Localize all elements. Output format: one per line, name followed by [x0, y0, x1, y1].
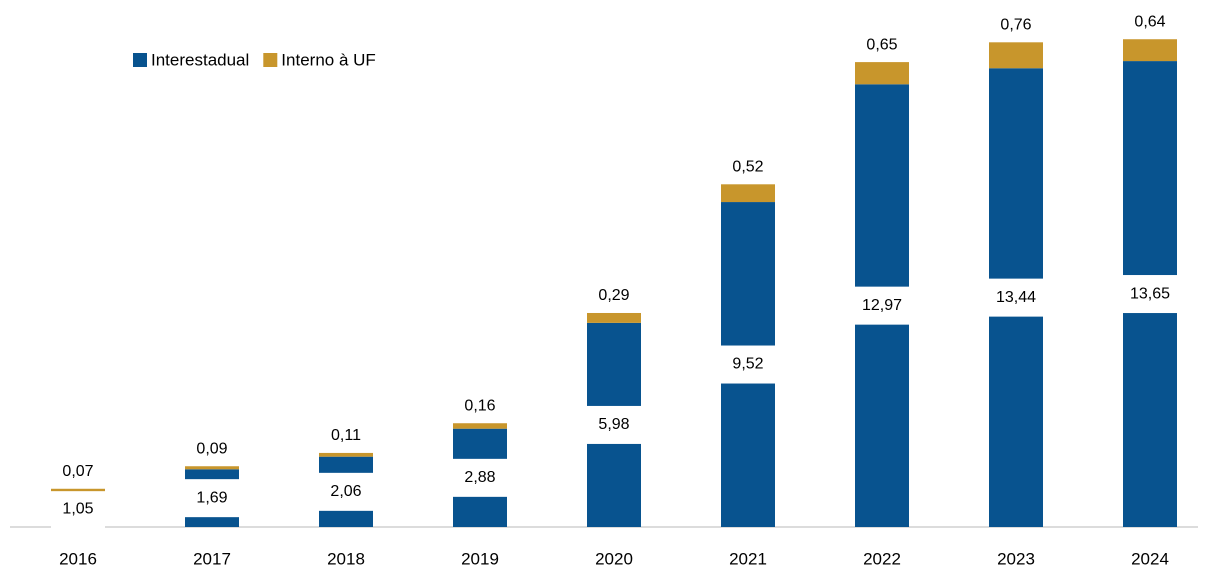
bar-segment: [185, 466, 239, 470]
legend-swatch: [133, 53, 147, 67]
data-label: 0,16: [464, 397, 495, 414]
x-tick-label: 2019: [461, 549, 499, 568]
data-label: 0,07: [62, 463, 93, 480]
bar-segment: [721, 184, 775, 203]
data-label: 0,09: [196, 440, 227, 457]
data-label-box: [1123, 275, 1177, 314]
bar-segment: [1123, 39, 1177, 62]
data-label-box: [453, 458, 507, 497]
x-tick-label: 2021: [729, 549, 767, 568]
data-label: 12,97: [862, 297, 902, 314]
bar-segment: [587, 312, 641, 323]
data-label-box: [855, 286, 909, 325]
data-label: 0,52: [732, 159, 763, 176]
data-label: 1,05: [62, 500, 93, 517]
data-label-box: [989, 278, 1043, 317]
data-label: 9,52: [732, 356, 763, 373]
bar-segment: [855, 62, 909, 85]
data-label: 0,11: [331, 427, 361, 444]
data-label: 0,65: [866, 36, 897, 53]
data-label-box: [721, 345, 775, 384]
x-tick-label: 2022: [863, 549, 901, 568]
data-label: 2,06: [330, 483, 361, 500]
bar-segment: [453, 423, 507, 429]
x-tick-label: 2024: [1131, 549, 1169, 568]
bar-segment: [319, 452, 373, 457]
legend-label: Interno à UF: [281, 50, 376, 69]
data-label-box: [51, 490, 105, 529]
data-label: 13,65: [1130, 285, 1170, 302]
x-tick-label: 2017: [193, 549, 231, 568]
legend-label: Interestadual: [151, 50, 249, 69]
bar-segment: [989, 42, 1043, 69]
legend-swatch: [263, 53, 278, 67]
data-label: 5,98: [598, 416, 629, 433]
data-label-box: [319, 472, 373, 511]
data-label: 2,88: [464, 469, 495, 486]
data-label: 1,69: [196, 489, 227, 506]
data-label: 13,44: [996, 289, 1036, 306]
data-label-box: [185, 479, 239, 518]
x-tick-label: 2016: [59, 549, 97, 568]
data-label: 0,29: [598, 287, 629, 304]
x-tick-label: 2023: [997, 549, 1035, 568]
data-label: 0,64: [1134, 13, 1165, 30]
data-label: 0,76: [1000, 17, 1031, 34]
x-tick-label: 2020: [595, 549, 633, 568]
x-tick-label: 2018: [327, 549, 365, 568]
bar-segment: [51, 488, 105, 492]
data-label-box: [587, 405, 641, 444]
